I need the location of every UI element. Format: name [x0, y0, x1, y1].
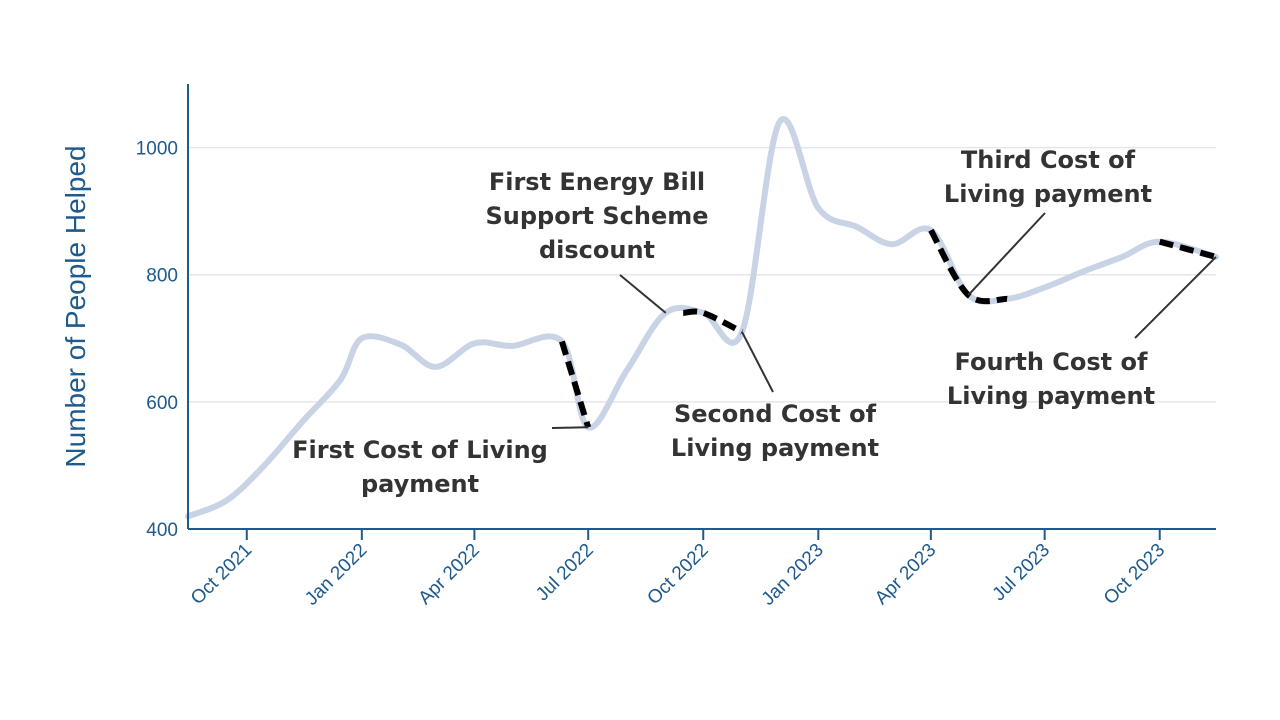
x-tick-label: Jan 2022	[301, 540, 371, 610]
annotation-first-col: First Cost of Living payment	[292, 436, 548, 498]
x-tick-label: Oct 2022	[643, 540, 712, 609]
annotation-line: Fourth Cost of	[955, 348, 1148, 376]
x-tick-label: Jul 2023	[989, 540, 1055, 606]
y-axis-title: Number of People Helped	[60, 145, 91, 467]
x-tick-label: Jan 2023	[758, 540, 828, 610]
highlight-segment	[559, 340, 592, 429]
x-tick-label: Jul 2022	[532, 540, 598, 606]
x-tick-label: Apr 2022	[415, 540, 484, 609]
series-line-path	[185, 116, 1219, 520]
highlight-segments	[559, 228, 1217, 429]
annotations: First Cost of Living payment First Energy …	[292, 146, 1217, 498]
highlight-segment	[1158, 238, 1217, 260]
x-tick-label: Oct 2023	[1100, 540, 1169, 609]
x-tick-label: Oct 2021	[187, 540, 256, 609]
annotation-leader	[967, 212, 1046, 296]
annotation-first-ebss: First Energy Bill Support Scheme discount	[485, 168, 708, 264]
annotation-line: discount	[539, 236, 655, 264]
gridlines	[188, 146, 1216, 403]
highlight-segment	[682, 308, 744, 335]
annotation-line: Third Cost of	[961, 146, 1136, 174]
annotation-leader	[551, 426, 589, 429]
y-tick-label: 800	[146, 266, 178, 287]
annotation-second-col: Second Cost of Living payment	[671, 400, 879, 462]
annotation-line: Second Cost of	[674, 400, 877, 428]
y-tick-label: 400	[146, 520, 178, 541]
series-line	[185, 116, 1219, 520]
y-tick-label: 1000	[136, 139, 178, 160]
annotation-third-col: Third Cost of Living payment	[944, 146, 1152, 208]
annotation-line: Living payment	[944, 180, 1152, 208]
highlight-segment	[928, 228, 1008, 305]
annotation-leader	[741, 331, 774, 393]
x-tick-label: Apr 2023	[871, 540, 940, 609]
annotation-leader	[619, 274, 667, 314]
annotation-line: Support Scheme	[485, 202, 708, 230]
annotation-leader	[1134, 256, 1217, 339]
annotation-line: payment	[361, 470, 479, 498]
annotation-line: First Cost of Living	[292, 436, 548, 464]
annotation-line: Living payment	[947, 382, 1155, 410]
annotation-line: Living payment	[671, 434, 879, 462]
y-tick-label: 600	[146, 393, 178, 414]
annotation-fourth-col: Fourth Cost of Living payment	[947, 348, 1155, 410]
annotation-line: First Energy Bill	[489, 168, 705, 196]
